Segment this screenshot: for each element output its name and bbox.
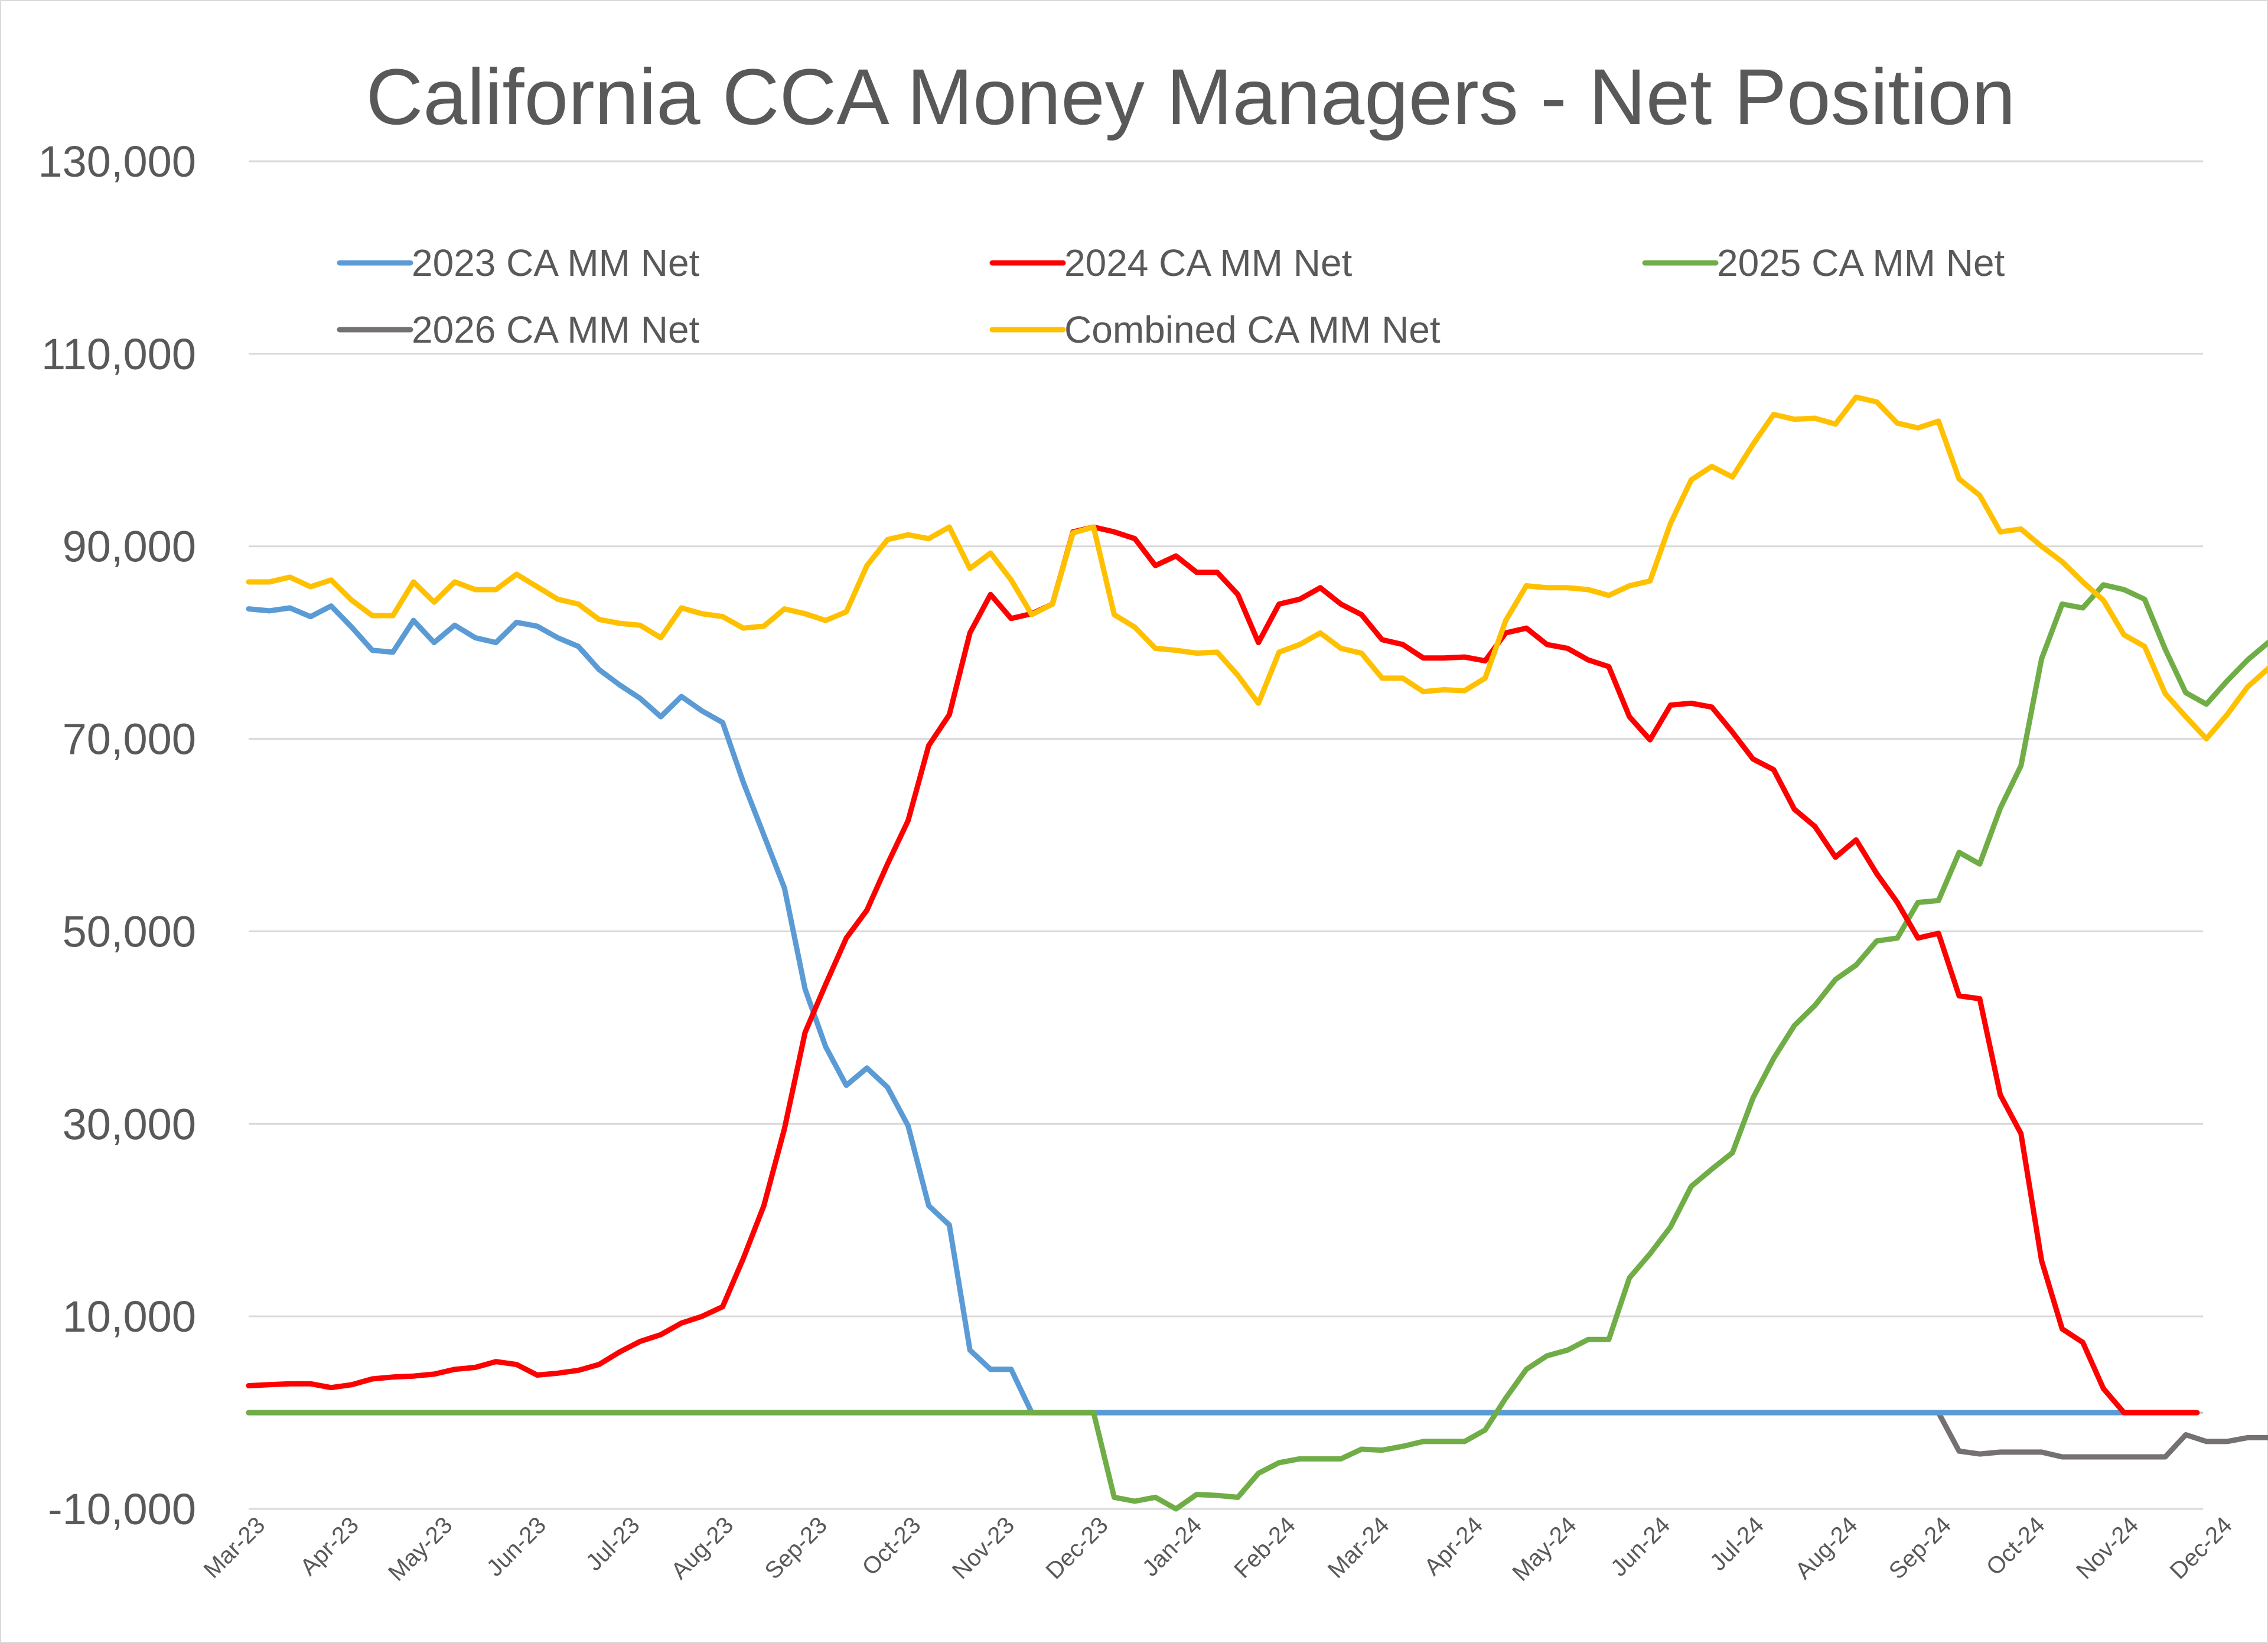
- x-tick-label: Jun-23: [482, 1512, 552, 1582]
- x-tick-label: Aug-23: [666, 1512, 738, 1584]
- x-tick-label: Oct-24: [1982, 1512, 2050, 1580]
- series-line-0: [246, 603, 2200, 1416]
- y-tick-label: 110,000: [41, 330, 196, 379]
- legend-label: 2023 CA MM Net: [412, 242, 700, 284]
- x-tick-label: Jul-24: [1705, 1512, 1769, 1576]
- x-tick-label: Mar-23: [199, 1512, 271, 1583]
- series-line-1: [246, 524, 2200, 1416]
- x-tick-label: Mar-24: [1323, 1512, 1394, 1583]
- y-tick-label: -10,000: [48, 1485, 196, 1534]
- y-tick-label: 90,000: [63, 522, 196, 571]
- series-line-2: [246, 582, 2268, 1512]
- x-tick-label: Jun-24: [1606, 1512, 1676, 1582]
- x-tick-label: Apr-23: [295, 1512, 364, 1580]
- legend: 2023 CA MM Net 2024 CA MM Net 2025 CA MM N…: [337, 242, 2005, 351]
- legend-label: 2026 CA MM Net: [412, 308, 700, 351]
- series-lines: [246, 394, 2268, 1512]
- x-tick-label: Apr-24: [1419, 1512, 1488, 1580]
- legend-label: 2025 CA MM Net: [1717, 242, 2005, 284]
- series-line-3: [246, 1410, 2268, 1460]
- legend-item: 2023 CA MM Net: [337, 242, 700, 284]
- x-tick-label: May-23: [383, 1512, 457, 1586]
- x-tick-label: Feb-24: [1229, 1512, 1301, 1583]
- x-tick-label: Jan-25: [2262, 1512, 2268, 1582]
- gridlines: [249, 160, 2203, 1510]
- legend-label: Combined CA MM Net: [1064, 308, 1441, 351]
- y-tick-label: 130,000: [38, 137, 197, 186]
- y-tick-label: 50,000: [63, 907, 196, 956]
- x-tick-label: Jan-24: [1138, 1512, 1207, 1582]
- x-tick-label: May-24: [1507, 1512, 1581, 1586]
- legend-item: 2024 CA MM Net: [989, 242, 1353, 284]
- legend-item: 2025 CA MM Net: [1642, 242, 2005, 284]
- x-axis-ticks: Mar-23 Apr-23 May-23 Jun-23 Jul-23 Aug-23 Sep-…: [199, 1512, 2268, 1586]
- x-tick-label: Dec-24: [2165, 1512, 2237, 1584]
- x-tick-label: Dec-23: [1041, 1512, 1113, 1584]
- legend-item: 2026 CA MM Net: [337, 308, 700, 351]
- legend-item: Combined CA MM Net: [989, 308, 1441, 351]
- x-tick-label: Nov-24: [2071, 1512, 2143, 1584]
- series-line-4: [246, 394, 2268, 742]
- x-tick-label: Aug-24: [1790, 1512, 1862, 1584]
- x-tick-label: Sep-23: [760, 1512, 832, 1584]
- x-tick-label: Oct-23: [858, 1512, 926, 1580]
- x-tick-label: Jul-23: [581, 1512, 645, 1576]
- x-tick-label: Sep-24: [1884, 1512, 1956, 1584]
- legend-label: 2024 CA MM Net: [1064, 242, 1353, 284]
- y-tick-label: 10,000: [63, 1292, 196, 1341]
- y-tick-label: 70,000: [63, 715, 196, 764]
- x-tick-label: Nov-23: [947, 1512, 1019, 1584]
- y-axis-ticks: 130,000 110,000 90,000 70,000 50,000 30,000 10…: [38, 137, 197, 1534]
- chart-title: California CCA Money Managers - Net Posi…: [366, 53, 2016, 141]
- y-tick-label: 30,000: [63, 1099, 196, 1149]
